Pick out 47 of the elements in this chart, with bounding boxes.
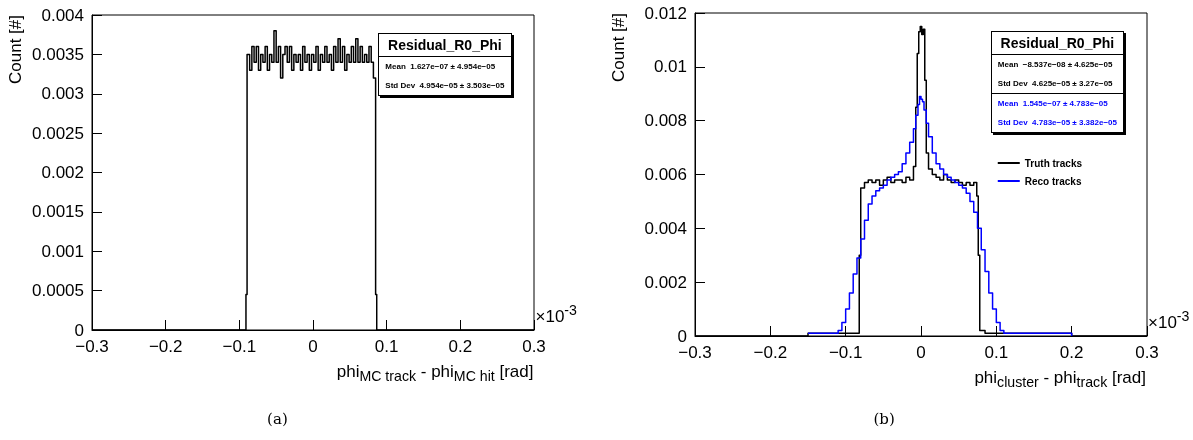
text: (a) — [267, 410, 288, 428]
text: ×10$^{-3}$ — [535, 302, 577, 327]
annotation: Std Dev 4.954e−05 ± 3.503e−05 — [384, 80, 506, 92]
x-tick-label: 0 — [915, 343, 926, 362]
y-tick-label: 0.002 — [41, 163, 84, 182]
y-tick-label: 0.001 — [41, 241, 84, 261]
x-tick-label: 0.1 — [374, 337, 399, 356]
x-tick-label: −0.3 — [75, 337, 109, 356]
x-tick-label: 0.2 — [1059, 343, 1083, 362]
y-tick-label: 0.0015 — [32, 202, 84, 222]
text: (b) — [873, 410, 895, 428]
stats-box: Residual_R0_Phi Mean 1.627e−07 ± 4.954e−05 Std Dev 4.954e−05 ± 3.503e−05 — [378, 33, 512, 96]
x-axis-title: phi$_{cluster}$ - phi$_{track}$ [rad] — [974, 368, 1146, 391]
y-axis-title: Count [#] — [6, 15, 25, 84]
text: ×10$^{-3}$ — [1148, 308, 1190, 333]
x-axis-title: phi$_{MC track}$ - phi$_{MC hit}$ [rad] — [336, 362, 534, 385]
y-axis-title: Count [#] — [608, 13, 628, 82]
x-tick-label: 0 — [308, 337, 318, 356]
x-tick-label: 0.1 — [984, 343, 1008, 362]
chart-title: Residual_R0_Phi — [1000, 35, 1115, 51]
y-tick-label: 0.012 — [643, 3, 687, 23]
annotation: Std Dev 4.783e−05 ± 3.382e−05 — [996, 117, 1118, 129]
annotation: Mean 1.545e−07 ± 4.783e−05 — [996, 98, 1109, 110]
y-tick-label: 0.01 — [653, 57, 687, 77]
y-tick-label: 0.0005 — [32, 281, 84, 301]
annotation: Mean −8.537e−08 ± 4.625e−05 — [996, 59, 1114, 71]
x-tick-label: −0.1 — [828, 343, 862, 362]
y-tick-label: 0.0025 — [32, 123, 84, 143]
y-tick-label: 0 — [74, 320, 84, 340]
legend-label: Truth tracks — [1024, 157, 1082, 169]
x-tick-label: −0.2 — [148, 337, 183, 356]
x-tick-label: 0.3 — [522, 337, 546, 356]
y-tick-label: 0.0035 — [32, 44, 84, 64]
x-tick-label: −0.2 — [753, 343, 787, 362]
legend-label: Reco tracks — [1024, 175, 1082, 187]
y-tick-label: 0.004 — [41, 5, 84, 25]
x-tick-label: −0.3 — [677, 343, 712, 362]
y-tick-label: 0.008 — [643, 111, 687, 131]
x-tick-label: −0.1 — [222, 337, 257, 356]
x-tick-label: 0.3 — [1134, 343, 1159, 362]
annotation: Mean 1.627e−07 ± 4.954e−05 — [384, 61, 497, 73]
y-tick-label: 0.004 — [643, 218, 687, 238]
y-tick-label: 0.003 — [41, 84, 84, 104]
annotation: Std Dev 4.625e−05 ± 3.27e−05 — [996, 78, 1114, 90]
y-tick-label: 0.006 — [643, 165, 687, 184]
x-tick-label: 0.2 — [448, 337, 473, 356]
y-tick-label: 0.002 — [643, 272, 687, 292]
